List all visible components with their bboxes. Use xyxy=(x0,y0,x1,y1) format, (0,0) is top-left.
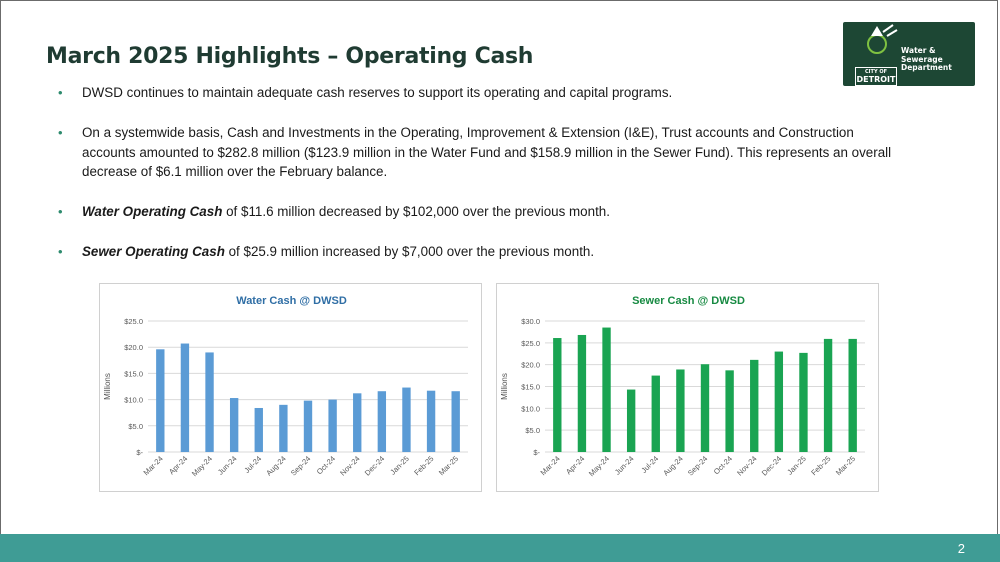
chart-title: Sewer Cash @ DWSD xyxy=(632,295,745,307)
bar xyxy=(402,387,411,452)
bar xyxy=(626,389,636,452)
bar xyxy=(279,404,288,452)
slide-title: March 2025 Highlights – Operating Cash xyxy=(46,44,534,69)
bar xyxy=(774,351,784,452)
bar xyxy=(229,398,239,452)
x-tick-label: Nov-24 xyxy=(338,454,361,477)
bar xyxy=(353,393,362,452)
bar xyxy=(180,343,190,452)
y-tick-label: $25.0 xyxy=(124,317,143,326)
bullet-item: On a systemwide basis, Cash and Investme… xyxy=(58,123,898,182)
y-axis-label: Millions xyxy=(103,373,112,400)
bullet-text: On a systemwide basis, Cash and Investme… xyxy=(82,125,892,179)
logo-city-name: DETROIT xyxy=(856,75,896,84)
x-tick-label: Mar-24 xyxy=(142,454,165,477)
dwsd-logo: Water & Sewerage Department CITY OF DETR… xyxy=(843,22,975,86)
bar xyxy=(823,338,833,452)
bar xyxy=(577,334,587,452)
x-tick-label: Jan-25 xyxy=(388,454,411,477)
y-tick-label: $- xyxy=(136,448,143,457)
logo-org-line1: Water & Sewerage xyxy=(901,46,943,64)
bar xyxy=(799,352,808,452)
bar xyxy=(700,364,710,452)
bar xyxy=(725,370,734,452)
bullet-lead: Water Operating Cash xyxy=(82,204,223,219)
y-tick-label: $10.0 xyxy=(521,404,540,413)
x-tick-label: Nov-24 xyxy=(735,454,758,477)
x-tick-label: May-24 xyxy=(190,454,214,478)
chart-svg: Sewer Cash @ DWSD Millions $- $5.0 $10.0 $15.… xyxy=(500,295,865,478)
x-tick-label: Feb-25 xyxy=(412,454,435,477)
bar xyxy=(328,399,337,452)
logo-background xyxy=(843,22,975,86)
bar xyxy=(426,390,436,452)
water-cash-chart: Water Cash @ DWSD Millions $- $5.0 $10.0 $15.… xyxy=(99,283,482,492)
y-tick-label: $20.0 xyxy=(124,343,143,352)
logo-org-name: Water & Sewerage Department xyxy=(901,46,975,73)
x-tick-label: Apr-24 xyxy=(564,454,586,476)
sewer-cash-chart: Sewer Cash @ DWSD Millions $- $5.0 $10.0 $15.… xyxy=(496,283,879,492)
x-tick-label: Mar-25 xyxy=(834,454,857,477)
y-tick-label: $10.0 xyxy=(124,396,143,405)
x-tick-label: Apr-24 xyxy=(167,454,189,476)
y-tick-label: $20.0 xyxy=(521,361,540,370)
bar xyxy=(205,352,214,452)
x-tick-label: Jan-25 xyxy=(785,454,808,477)
highlights-list: DWSD continues to maintain adequate cash… xyxy=(58,83,898,282)
bar xyxy=(303,400,313,452)
y-tick-label: $15.0 xyxy=(124,369,143,378)
x-tick-label: Sep-24 xyxy=(289,454,312,477)
x-tick-label: Sep-24 xyxy=(686,454,709,477)
bar xyxy=(451,391,460,452)
logo-city-small: CITY OF xyxy=(865,69,887,75)
x-tick-label: Mar-24 xyxy=(539,454,562,477)
bar xyxy=(254,407,263,452)
y-axis-label: Millions xyxy=(500,373,509,400)
bullet-text: of $11.6 million decreased by $102,000 o… xyxy=(222,204,610,219)
x-tick-label: Feb-25 xyxy=(809,454,832,477)
y-tick-label: $5.0 xyxy=(525,426,540,435)
chart-svg: Water Cash @ DWSD Millions $- $5.0 $10.0 $15.… xyxy=(103,295,468,478)
x-tick-label: Dec-24 xyxy=(363,454,386,477)
footer-bar xyxy=(0,534,1000,562)
bullet-text: DWSD continues to maintain adequate cash… xyxy=(82,85,673,100)
y-tick-label: $- xyxy=(533,448,540,457)
x-tick-label: Jul-24 xyxy=(242,454,263,475)
x-tick-label: May-24 xyxy=(587,454,611,478)
y-tick-label: $5.0 xyxy=(128,422,143,431)
bullet-lead: Sewer Operating Cash xyxy=(82,244,225,259)
x-tick-label: Dec-24 xyxy=(760,454,783,477)
x-tick-label: Oct-24 xyxy=(315,454,337,476)
bar xyxy=(676,369,685,452)
x-tick-label: Jun-24 xyxy=(216,454,239,477)
x-tick-label: Oct-24 xyxy=(712,454,734,476)
x-tick-label: Jun-24 xyxy=(613,454,636,477)
bar xyxy=(750,359,759,452)
bullet-item: Sewer Operating Cash of $25.9 million in… xyxy=(58,242,898,262)
y-tick-label: $25.0 xyxy=(521,339,540,348)
y-tick-label: $30.0 xyxy=(521,317,540,326)
bar xyxy=(377,391,387,452)
x-tick-label: Aug-24 xyxy=(661,454,684,477)
page-number: 2 xyxy=(957,541,965,556)
logo-org-line2: Department xyxy=(901,63,952,72)
spirit-of-detroit-icon xyxy=(867,24,898,54)
chart-title: Water Cash @ DWSD xyxy=(236,295,347,307)
bullet-text: of $25.9 million increased by $7,000 ove… xyxy=(224,244,595,259)
bullet-item: DWSD continues to maintain adequate cash… xyxy=(58,83,898,103)
bar xyxy=(602,327,611,452)
x-tick-label: Aug-24 xyxy=(264,454,287,477)
bullet-item: Water Operating Cash of $11.6 million de… xyxy=(58,202,898,222)
x-tick-label: Jul-24 xyxy=(639,454,660,475)
bar xyxy=(553,338,562,452)
bar xyxy=(651,375,660,452)
y-tick-label: $15.0 xyxy=(521,383,540,392)
x-tick-label: Mar-25 xyxy=(437,454,460,477)
bar xyxy=(848,338,857,452)
bar xyxy=(156,349,165,452)
